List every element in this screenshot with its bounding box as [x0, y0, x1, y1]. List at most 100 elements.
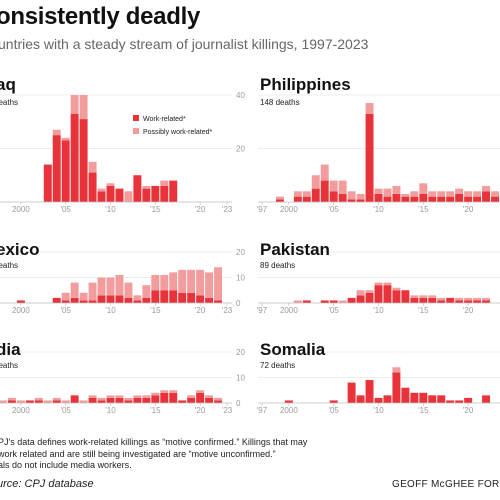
- bar-possibly-work-related: [115, 395, 124, 398]
- footnote-line: PJ's data defines work-related killings …: [0, 437, 308, 447]
- bar-possibly-work-related: [142, 285, 151, 298]
- bar-possibly-work-related: [7, 397, 16, 401]
- bar-work-related: [160, 392, 169, 403]
- bar-possibly-work-related: [428, 191, 437, 197]
- bar-work-related: [106, 397, 115, 403]
- bar-work-related: [347, 297, 356, 303]
- bar-work-related: [169, 392, 178, 403]
- bar-work-related: [419, 193, 428, 202]
- x-tick-label: 2000: [12, 406, 30, 415]
- bar-possibly-work-related: [79, 400, 88, 403]
- bar-work-related: [428, 196, 437, 202]
- bar-possibly-work-related: [275, 196, 284, 200]
- bar-possibly-work-related: [392, 287, 401, 291]
- bar-possibly-work-related: [61, 137, 70, 141]
- bar-possibly-work-related: [187, 269, 196, 293]
- x-tick-label: '05: [60, 406, 71, 415]
- bar-work-related: [464, 196, 473, 202]
- legend: Work-related* Possibly work-related*: [133, 115, 213, 136]
- y-tick-label: 10: [236, 274, 245, 283]
- bar-possibly-work-related: [473, 297, 482, 301]
- x-tick-label: '15: [150, 406, 161, 415]
- bar-work-related: [115, 397, 124, 403]
- bar-work-related: [455, 300, 464, 303]
- bar-work-related: [142, 188, 151, 202]
- bar-possibly-work-related: [196, 390, 205, 393]
- bar-possibly-work-related: [205, 272, 214, 298]
- bar-possibly-work-related: [473, 191, 482, 197]
- footnote-line: als do not include media workers.: [0, 460, 132, 470]
- bar-work-related: [97, 400, 106, 403]
- bar-work-related: [455, 400, 464, 403]
- bar-work-related: [187, 292, 196, 303]
- bar-possibly-work-related: [142, 185, 151, 189]
- bar-work-related: [151, 185, 160, 202]
- bar-work-related: [347, 382, 356, 403]
- chart-panel-iraq: 2000 '05 '10 '15 '20 '23 20 40 aq deaths: [0, 75, 245, 214]
- bar-possibly-work-related: [347, 191, 356, 200]
- bar-work-related: [133, 397, 142, 403]
- x-tick-label: 2000: [12, 205, 30, 214]
- bar-possibly-work-related: [392, 185, 401, 194]
- x-tick-label: '20: [463, 406, 474, 415]
- bar-possibly-work-related: [97, 277, 106, 296]
- x-tick-label: '05: [60, 306, 71, 315]
- x-tick-label: '20: [463, 205, 474, 214]
- bar-possibly-work-related: [383, 188, 392, 197]
- bar-work-related: [473, 300, 482, 303]
- bar-work-related: [142, 297, 151, 303]
- bar-work-related: [482, 300, 491, 303]
- bar-possibly-work-related: [70, 282, 79, 298]
- bar-possibly-work-related: [160, 180, 169, 186]
- bar-work-related: [374, 285, 383, 303]
- bar-work-related: [205, 397, 214, 403]
- bar-possibly-work-related: [124, 397, 133, 401]
- bar-work-related: [169, 290, 178, 303]
- y-tick-label: 0: [236, 299, 241, 308]
- x-tick-label: '10: [373, 406, 384, 415]
- bar-work-related: [356, 295, 365, 303]
- x-tick-label: '97: [257, 306, 268, 315]
- chart-panel-mexico: 2000 '05 '10 '15 '20 '230 10 20 exico deaths: [0, 240, 245, 315]
- bar-work-related: [160, 185, 169, 202]
- bar-work-related: [16, 300, 25, 303]
- bar-work-related: [320, 180, 329, 202]
- bar-work-related: [214, 300, 223, 303]
- legend-label-work-related: Work-related*: [143, 116, 186, 123]
- x-tick-label: '10: [105, 406, 116, 415]
- bar-work-related: [419, 392, 428, 403]
- bar-work-related: [338, 193, 347, 202]
- bar-possibly-work-related: [124, 282, 133, 298]
- bar-possibly-work-related: [482, 185, 491, 192]
- bar-work-related: [52, 400, 61, 403]
- page-title: onsistently deadly: [0, 3, 200, 30]
- bar-possibly-work-related: [419, 183, 428, 194]
- bar-work-related: [464, 397, 473, 403]
- bar-possibly-work-related: [410, 295, 419, 298]
- bar-work-related: [374, 193, 383, 202]
- bar-possibly-work-related: [392, 367, 401, 373]
- bar-work-related: [410, 297, 419, 303]
- x-tick-label: '20: [195, 205, 206, 214]
- bar-possibly-work-related: [419, 295, 428, 298]
- panel-title: exico: [0, 240, 39, 259]
- deaths-count: deaths: [0, 261, 18, 270]
- bar-possibly-work-related: [338, 180, 347, 194]
- bar-work-related: [79, 300, 88, 303]
- bar-possibly-work-related: [214, 267, 223, 301]
- bar-work-related: [61, 140, 70, 202]
- y-tick-label: 10: [236, 374, 245, 383]
- deaths-count: deaths: [0, 98, 18, 107]
- bar-possibly-work-related: [187, 395, 196, 398]
- legend-swatch-work-related: [133, 115, 139, 121]
- bar-possibly-work-related: [133, 295, 142, 301]
- bar-work-related: [61, 300, 70, 303]
- bar-work-related: [383, 285, 392, 303]
- bar-work-related: [329, 191, 338, 202]
- bar-possibly-work-related: [115, 274, 124, 296]
- bar-possibly-work-related: [214, 397, 223, 401]
- bar-work-related: [401, 196, 410, 202]
- bar-work-related: [347, 199, 356, 202]
- bar-work-related: [446, 196, 455, 202]
